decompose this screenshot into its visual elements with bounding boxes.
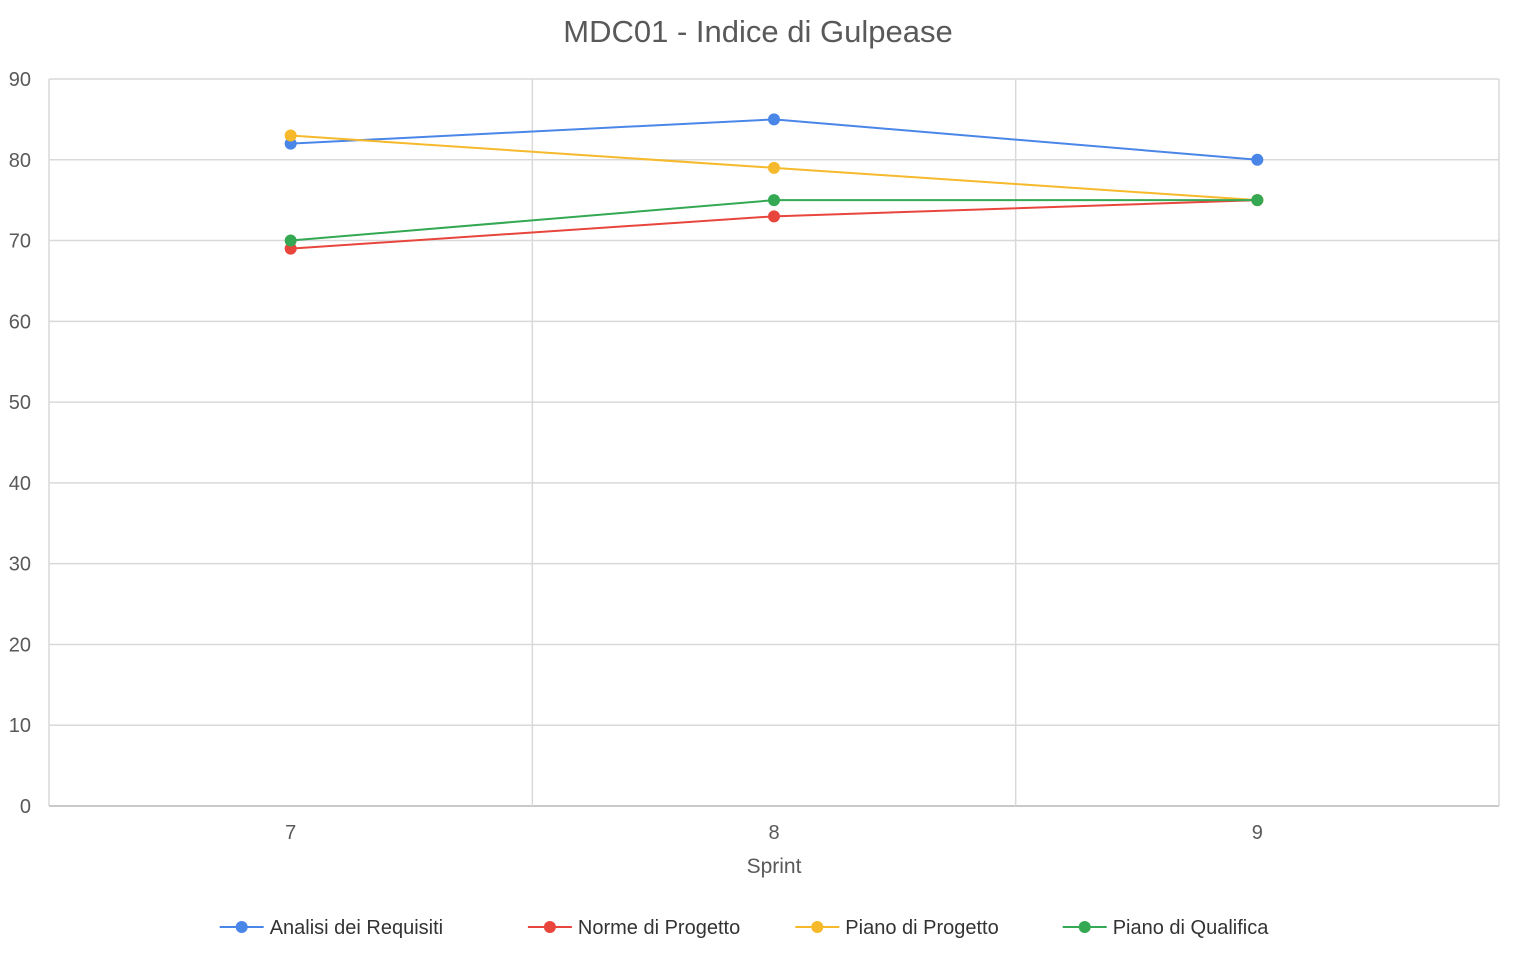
legend-label: Norme di Progetto — [578, 917, 740, 939]
data-point — [768, 194, 780, 207]
y-tick-label: 40 — [9, 473, 31, 495]
chart-title: MDC01 - Indice di Gulpease — [563, 14, 952, 49]
data-point — [284, 234, 297, 247]
x-tick-label: 7 — [285, 822, 296, 844]
y-tick-label: 70 — [9, 231, 31, 253]
y-tick-label: 80 — [9, 150, 31, 172]
series-line — [290, 199, 1258, 250]
y-tick-label: 60 — [9, 311, 31, 333]
y-axis-ticks: 0 10 20 30 40 50 60 70 80 90 — [9, 69, 31, 818]
y-tick-label: 10 — [9, 715, 31, 737]
legend-item: Analisi dei Requisiti — [219, 917, 443, 939]
data-point — [768, 161, 780, 174]
y-tick-label: 90 — [9, 69, 31, 91]
x-axis-ticks: 7 8 9 — [285, 822, 1263, 844]
gridlines — [48, 78, 1500, 807]
legend-swatch-point — [1078, 921, 1091, 933]
data-point — [284, 129, 297, 142]
legend-label: Analisi dei Requisiti — [270, 917, 443, 939]
legend-label: Piano di Progetto — [845, 917, 998, 939]
legend-swatch-point — [235, 921, 248, 933]
data-point — [768, 113, 780, 126]
y-tick-label: 30 — [9, 554, 31, 576]
legend: Analisi dei Requisiti Norme di Progetto Pi… — [219, 917, 1270, 939]
legend-swatch-point — [811, 921, 824, 933]
x-tick-label: 9 — [1252, 822, 1263, 844]
data-point — [1251, 153, 1264, 166]
x-tick-label: 8 — [768, 822, 779, 844]
y-tick-label: 20 — [9, 634, 31, 656]
x-axis-label: Sprint — [747, 855, 802, 878]
y-tick-label: 0 — [20, 796, 31, 818]
legend-item: Piano di Qualifica — [1062, 917, 1270, 939]
data-point — [1251, 194, 1264, 207]
legend-item: Piano di Progetto — [795, 917, 999, 939]
series-line — [290, 118, 1258, 161]
legend-label: Piano di Qualifica — [1113, 917, 1270, 939]
data-point — [768, 210, 780, 223]
legend-swatch-point — [543, 921, 556, 933]
legend-item: Norme di Progetto — [527, 917, 740, 939]
y-tick-label: 50 — [9, 392, 31, 414]
series-lines — [284, 113, 1264, 255]
